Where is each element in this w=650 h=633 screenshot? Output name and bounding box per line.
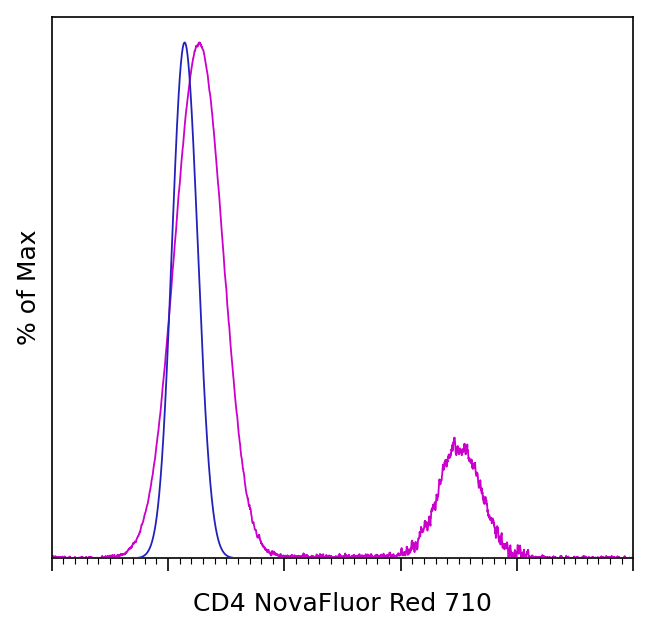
Y-axis label: % of Max: % of Max: [17, 230, 41, 345]
X-axis label: CD4 NovaFluor Red 710: CD4 NovaFluor Red 710: [193, 592, 492, 617]
